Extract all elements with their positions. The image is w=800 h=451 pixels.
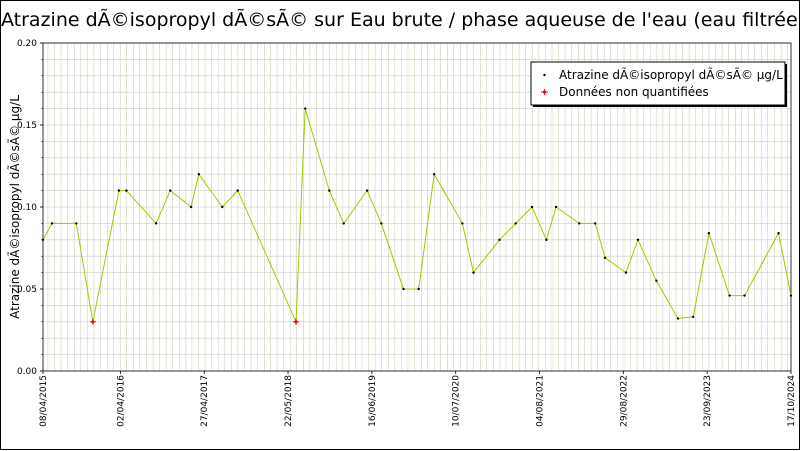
data-point [117,189,121,192]
data-point [655,279,658,282]
data-point [636,238,640,241]
data-point [169,189,172,192]
data-point [472,271,475,274]
data-point [189,205,193,209]
x-tick-label: 22/05/2018 [284,375,294,427]
legend-swatch-marker [543,73,546,77]
data-point [461,222,464,225]
x-tick-label: 04/08/2021 [536,375,546,427]
non-quantified-point [91,320,95,324]
x-tick-label: 10/07/2020 [452,375,462,427]
data-point [593,222,597,225]
data-point [365,189,369,192]
data-point [197,173,201,176]
legend-swatch-marker [542,90,547,94]
y-tick-label: 0.00 [17,367,37,377]
data-point [380,222,383,225]
y-tick-label: 0.15 [17,121,37,131]
data-point [402,287,405,291]
data-point [603,256,607,260]
data-point [125,189,128,192]
data-point [328,189,331,192]
x-tick-label: 08/04/2015 [39,375,49,427]
data-point [498,238,501,241]
data-point [514,222,517,225]
data-point [545,238,548,241]
data-point [578,222,581,225]
data-point [554,205,558,209]
data-point [692,315,695,319]
data-point [50,222,54,225]
x-tick-label: 17/10/2024 [787,375,797,427]
x-tick-label: 16/06/2019 [368,375,378,427]
data-point [789,294,793,297]
data-point [624,271,628,274]
non-quantified-point [294,320,298,324]
x-tick-label: 27/04/2017 [200,375,210,427]
y-tick-label: 0.20 [17,39,37,49]
data-point [75,222,78,225]
data-point [432,173,436,176]
x-tick-label: 02/04/2016 [116,375,126,427]
data-point [777,232,780,235]
data-point [707,232,711,235]
data-point [342,222,345,225]
y-tick-label: 0.10 [17,203,37,213]
y-axis-title: Atrazine dÃ©isopropyl dÃ©sÃ© µg/L [7,95,22,319]
data-point [743,294,746,297]
data-point [676,317,680,320]
y-tick-label: 0.05 [17,285,37,295]
data-point [530,205,534,209]
data-point [304,107,307,110]
legend-box [530,61,786,106]
legend-entry-label: Données non quantifiées [559,85,709,99]
legend-entry-label: Atrazine dÃ©isopropyl dÃ©sÃ© µg/L [559,67,783,82]
data-point [417,287,420,291]
data-point [728,294,731,297]
data-point [154,222,158,225]
data-point [221,205,224,209]
chart-title: Atrazine dÃ©isopropyl dÃ©sÃ© sur Eau bru… [1,9,800,31]
x-tick-label: 29/08/2022 [619,375,629,427]
data-point [41,238,45,241]
x-tick-label: 23/09/2023 [703,375,713,427]
data-point [236,189,239,192]
